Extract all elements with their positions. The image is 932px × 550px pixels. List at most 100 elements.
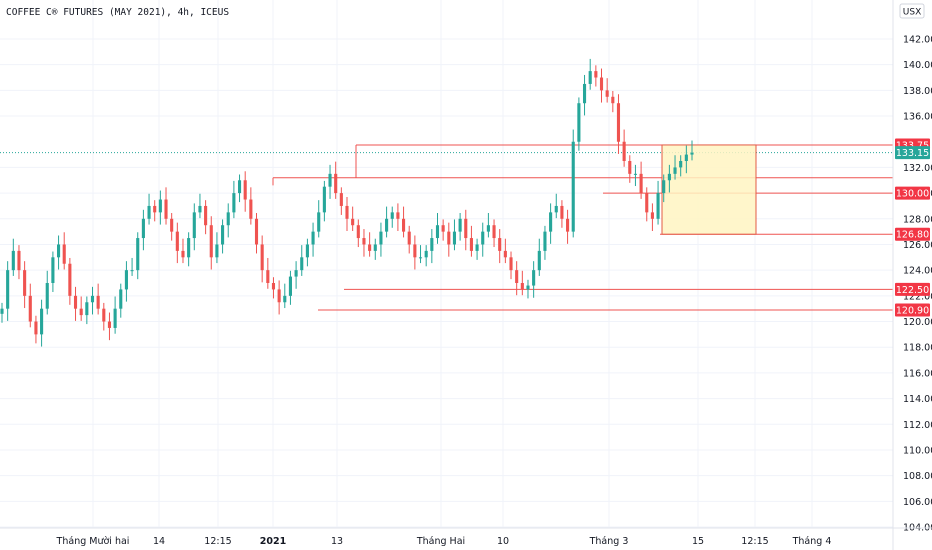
range-box[interactable] bbox=[661, 144, 757, 235]
y-tick-label: 108.00 bbox=[903, 471, 932, 482]
candle-body bbox=[362, 238, 366, 245]
candle bbox=[498, 229, 502, 264]
y-tick-label: 122.00 bbox=[903, 291, 932, 302]
candle-body bbox=[266, 270, 270, 283]
candle-body bbox=[390, 212, 394, 219]
candle bbox=[294, 261, 298, 289]
candle bbox=[662, 174, 666, 203]
price-level-badge-bg bbox=[895, 186, 930, 200]
candle bbox=[96, 283, 100, 315]
candle bbox=[622, 129, 626, 167]
candle bbox=[390, 206, 394, 228]
candle-body bbox=[458, 218, 462, 232]
candle-body bbox=[554, 205, 558, 213]
candle-body bbox=[447, 231, 451, 245]
candle bbox=[413, 235, 417, 270]
price-axis[interactable]: 104.00106.00108.00110.00112.00114.00116.… bbox=[892, 0, 932, 550]
y-tick-label: 106.00 bbox=[903, 497, 932, 508]
candle bbox=[11, 238, 15, 276]
candle bbox=[645, 187, 649, 222]
candle-body bbox=[351, 218, 355, 226]
candle-body bbox=[45, 283, 49, 309]
candle-body bbox=[385, 218, 389, 232]
price-level-badge: 120.90 bbox=[895, 303, 930, 317]
candle-body bbox=[260, 244, 264, 271]
candle bbox=[79, 296, 83, 321]
candle bbox=[509, 251, 513, 280]
candle bbox=[571, 129, 575, 238]
candle-body bbox=[113, 308, 117, 328]
currency-button[interactable]: USX bbox=[899, 3, 925, 19]
currency-label: USX bbox=[903, 8, 921, 18]
x-tick-label: Tháng 4 bbox=[792, 536, 832, 547]
candle bbox=[594, 65, 598, 87]
candle bbox=[543, 225, 547, 260]
candle bbox=[356, 219, 360, 248]
candle-body bbox=[628, 161, 632, 174]
candle bbox=[560, 200, 564, 228]
candle bbox=[187, 232, 191, 267]
candle bbox=[17, 245, 21, 280]
candle-body bbox=[622, 141, 626, 161]
candle bbox=[611, 91, 615, 113]
candle-body bbox=[684, 154, 688, 161]
candle-body bbox=[407, 231, 411, 245]
candle-body bbox=[283, 295, 287, 303]
candle bbox=[23, 261, 27, 309]
candle-body bbox=[334, 173, 338, 194]
candle-body bbox=[107, 321, 112, 328]
candle bbox=[673, 155, 677, 180]
candle bbox=[407, 225, 411, 254]
candle-body bbox=[424, 250, 428, 258]
candle bbox=[266, 257, 270, 289]
candle-body bbox=[141, 218, 145, 239]
candle-body bbox=[305, 244, 309, 258]
y-tick-label: 116.00 bbox=[903, 368, 932, 379]
candle bbox=[34, 315, 38, 344]
candle bbox=[85, 296, 89, 325]
y-tick-label: 136.00 bbox=[903, 112, 932, 123]
time-axis[interactable]: Tháng Mười hai 14 12:15 2021 13 Tháng Hai 10 Th… bbox=[0, 527, 932, 547]
candle-body bbox=[464, 218, 468, 239]
candle-body bbox=[249, 199, 253, 219]
candle-body bbox=[322, 186, 326, 213]
candle-body bbox=[23, 270, 27, 296]
candle-body bbox=[594, 71, 598, 78]
candle-body bbox=[147, 205, 151, 219]
candle bbox=[147, 193, 151, 225]
highlight-box bbox=[661, 144, 757, 235]
candle-body bbox=[356, 225, 360, 239]
candle-body bbox=[271, 283, 276, 290]
candle-body bbox=[469, 238, 473, 251]
candle bbox=[464, 209, 468, 251]
candle-body bbox=[187, 238, 191, 258]
candle-body bbox=[662, 180, 666, 194]
x-tick-label: 15 bbox=[692, 536, 704, 547]
candle-body bbox=[645, 193, 649, 213]
candle bbox=[447, 222, 451, 257]
y-tick-label: 120.00 bbox=[903, 317, 932, 328]
candle bbox=[351, 206, 355, 231]
candle-body bbox=[520, 283, 524, 290]
candle bbox=[51, 251, 55, 292]
candle-body bbox=[288, 276, 292, 296]
candle bbox=[368, 232, 372, 257]
candle bbox=[40, 299, 44, 347]
candle-body bbox=[339, 193, 343, 206]
candle-body bbox=[481, 231, 485, 245]
candle-body bbox=[85, 302, 89, 316]
candle bbox=[418, 245, 423, 264]
price-level-badge-bg bbox=[895, 282, 930, 296]
candle-body bbox=[526, 285, 530, 290]
candle bbox=[254, 213, 259, 254]
candle bbox=[322, 180, 326, 222]
candle bbox=[62, 232, 66, 270]
candle-body bbox=[537, 250, 541, 271]
candle bbox=[402, 206, 406, 238]
candle-body bbox=[571, 141, 575, 232]
candle bbox=[481, 222, 485, 257]
candle bbox=[520, 270, 524, 296]
price-level-label: 133.75 bbox=[896, 140, 929, 151]
y-tick-label: 132.00 bbox=[903, 163, 932, 174]
